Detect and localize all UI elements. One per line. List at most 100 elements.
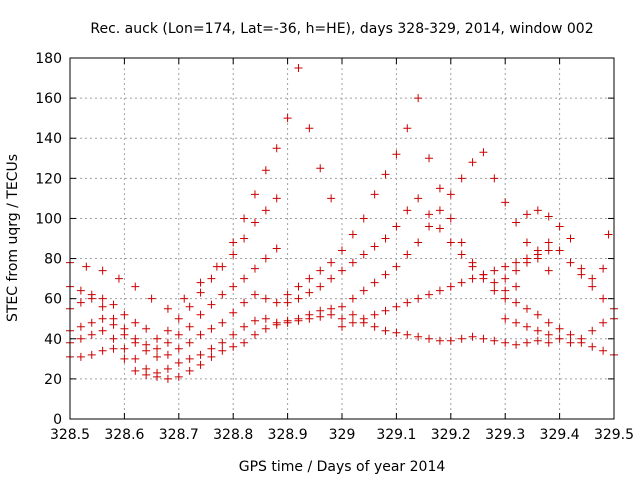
data-point [338, 246, 346, 255]
track-13 [501, 238, 618, 313]
data-point [212, 262, 221, 271]
data-point [109, 314, 118, 323]
data-point [240, 214, 249, 223]
data-point [501, 286, 510, 295]
data-point [359, 214, 368, 223]
data-point [501, 338, 510, 347]
data-point [403, 124, 412, 133]
track-3 [66, 290, 281, 361]
data-point [425, 154, 434, 163]
data-point [604, 230, 613, 239]
data-point [87, 318, 96, 327]
x-tick-label: 329 [329, 427, 356, 443]
data-point [98, 266, 107, 275]
data-point [114, 274, 123, 283]
x-tick-label: 328.8 [213, 427, 253, 443]
data-point [490, 286, 499, 295]
data-point [196, 288, 205, 297]
data-point [131, 366, 140, 375]
data-point [555, 246, 564, 255]
data-point [87, 350, 96, 359]
data-point [229, 342, 238, 351]
data-point [163, 338, 172, 347]
data-point [544, 266, 553, 275]
data-point [229, 330, 238, 339]
data-point [555, 324, 564, 333]
data-point [370, 322, 379, 331]
data-point [533, 206, 542, 215]
data-point [446, 190, 455, 199]
data-points [66, 64, 618, 383]
grid [70, 58, 614, 419]
data-point [414, 294, 423, 303]
data-point [87, 290, 96, 299]
data-point [261, 314, 270, 323]
data-point [229, 282, 238, 291]
data-point [512, 318, 521, 327]
data-point [512, 298, 521, 307]
data-point [109, 334, 118, 343]
data-point [338, 266, 346, 275]
data-point [457, 334, 466, 343]
data-point [294, 314, 303, 323]
data-point [82, 262, 91, 271]
data-point [359, 318, 368, 327]
data-point [142, 324, 151, 333]
data-point [163, 374, 172, 383]
data-point [240, 298, 249, 307]
data-point [98, 346, 107, 355]
track-9 [338, 148, 553, 311]
data-point [120, 344, 129, 353]
data-point [468, 274, 477, 283]
data-point [457, 238, 466, 247]
data-point [544, 246, 553, 255]
track-7 [283, 94, 499, 299]
data-point [348, 310, 357, 319]
data-point [588, 342, 597, 351]
data-point [414, 332, 423, 341]
data-point [207, 324, 216, 333]
data-point [370, 278, 379, 287]
data-point [381, 326, 390, 335]
data-point [425, 222, 434, 231]
track-6 [66, 64, 336, 313]
data-point [229, 308, 238, 317]
data-point [468, 262, 477, 271]
data-point [207, 352, 216, 361]
data-point [414, 94, 423, 103]
data-point [403, 330, 412, 339]
data-point [522, 238, 531, 247]
data-point [544, 318, 553, 327]
data-point [544, 212, 553, 221]
data-point [348, 318, 357, 327]
data-point [468, 332, 477, 341]
data-point [381, 234, 390, 243]
track-14 [501, 314, 618, 347]
data-point [240, 338, 249, 347]
track-5 [66, 194, 281, 343]
axis-ticks [69, 57, 615, 420]
data-point [196, 278, 205, 287]
data-point [599, 346, 608, 355]
data-point [359, 286, 368, 295]
track-10 [338, 246, 553, 331]
data-point [207, 344, 216, 353]
data-point [425, 334, 434, 343]
data-point [338, 302, 346, 311]
data-point [566, 258, 575, 267]
data-point [196, 350, 205, 359]
data-point [174, 344, 183, 353]
data-point [435, 206, 444, 215]
x-tick-label: 328.6 [104, 427, 144, 443]
data-point [392, 150, 401, 159]
x-tick-label: 329.1 [376, 427, 416, 443]
data-point [163, 350, 172, 359]
data-point [218, 346, 227, 355]
data-point [283, 316, 292, 325]
x-tick-label: 329.4 [540, 427, 580, 443]
data-point [261, 324, 270, 333]
data-point [147, 294, 156, 303]
data-point [490, 278, 499, 287]
data-point [229, 250, 238, 259]
